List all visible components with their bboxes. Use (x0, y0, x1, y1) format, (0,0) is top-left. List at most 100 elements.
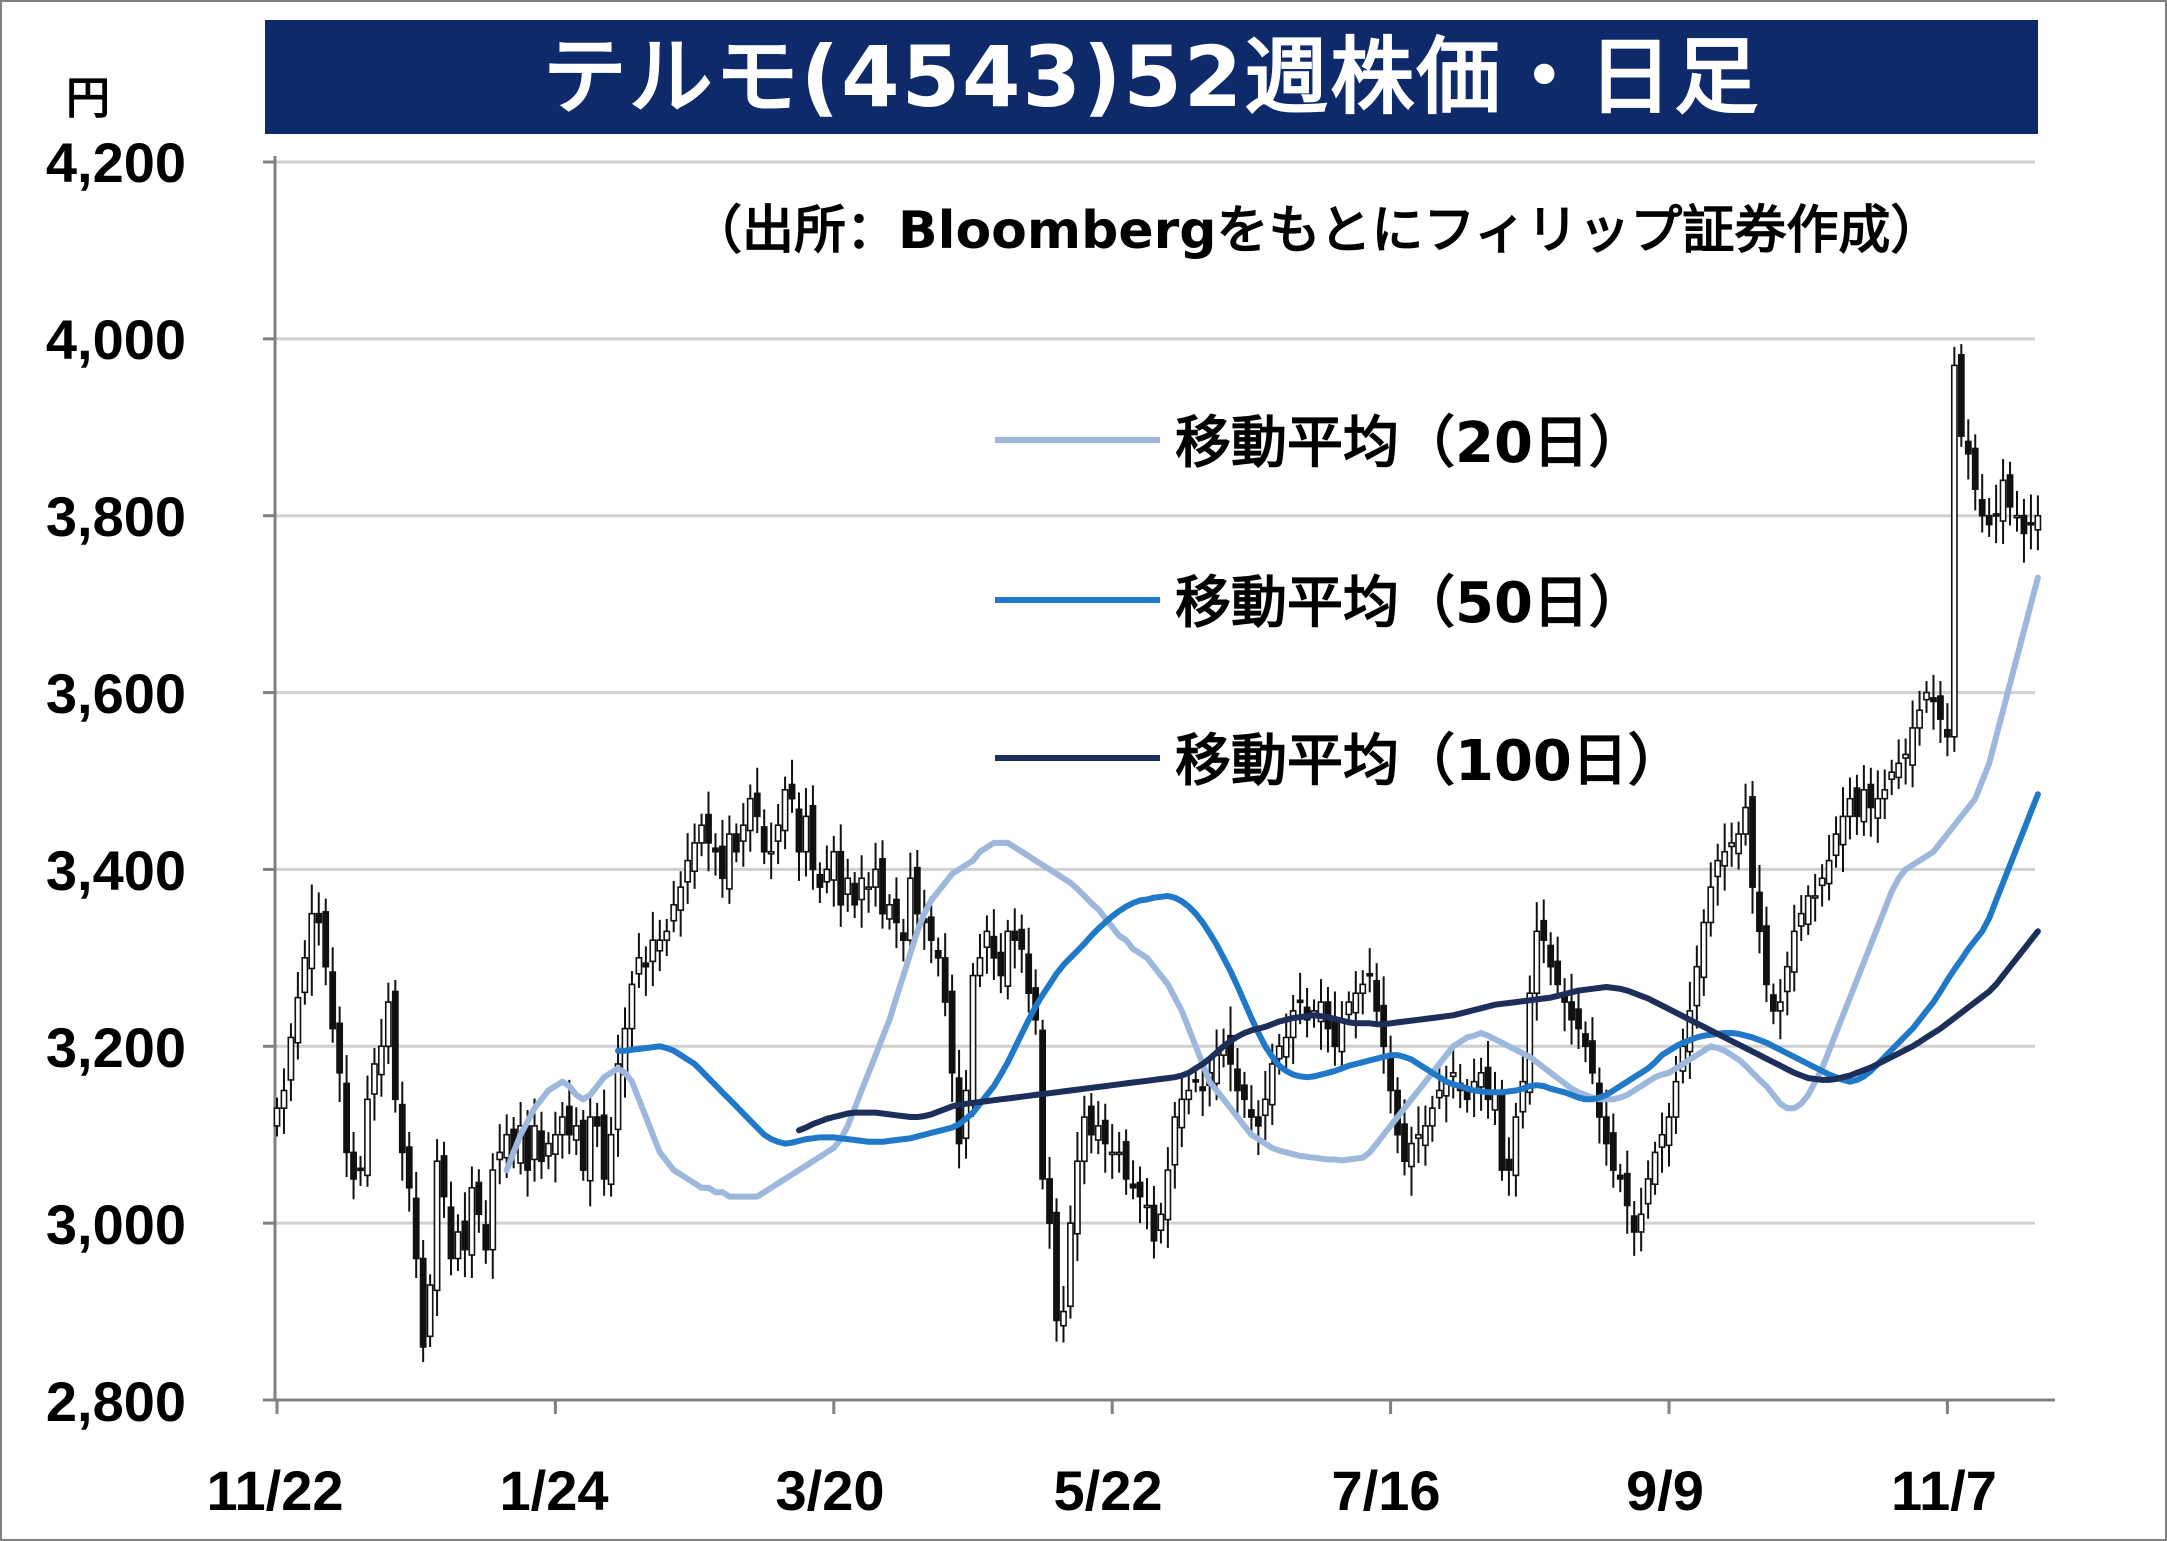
y-tick-label: 3,600 (45, 662, 186, 725)
y-tick-label: 3,400 (45, 839, 186, 902)
candle-body (1999, 479, 2007, 522)
candle-body (1484, 1066, 1492, 1101)
candle-body (1616, 1174, 1624, 1180)
candle-body (1888, 771, 1896, 781)
candle-body (1498, 1089, 1506, 1171)
candle-body (739, 824, 747, 842)
candle-body (1268, 1063, 1276, 1106)
candle-body (1505, 1158, 1513, 1171)
candle-body (1422, 1125, 1429, 1147)
candle-body (1672, 1080, 1680, 1118)
x-tick-label: 7/16 (1331, 1459, 1441, 1522)
chart-title: テルモ(4543)52週株価・日足 (542, 28, 1761, 126)
candle-body (294, 996, 302, 1044)
candle-body (1129, 1183, 1137, 1189)
candle-body (1867, 783, 1875, 809)
candle-body (336, 1022, 344, 1074)
candle-body (572, 1125, 580, 1141)
candle-body (1651, 1151, 1659, 1186)
candle-body (496, 1151, 504, 1161)
candle-body (607, 1133, 615, 1186)
legend-swatch-ma20 (995, 437, 1160, 443)
candle-body (1352, 992, 1360, 1014)
candle-body (1665, 1116, 1673, 1147)
candle-body (746, 797, 754, 832)
candle-body (1261, 1098, 1269, 1117)
candle-body (315, 912, 323, 924)
candle-body (1630, 1215, 1638, 1233)
source-note: （出所：Bloombergをもとにフィリップ証券作成） (690, 201, 1943, 261)
candle-body (1387, 1056, 1394, 1092)
candle-body (906, 877, 914, 941)
candle-body (642, 962, 650, 968)
candle-body (913, 866, 921, 915)
candle-body (1359, 983, 1367, 995)
candle-body (1693, 965, 1701, 1007)
candle-body (823, 868, 831, 883)
candle-body (760, 826, 768, 853)
candle-body (1199, 1086, 1207, 1092)
candle-body (1957, 353, 1965, 437)
candle-body (545, 1142, 552, 1157)
candle-body (1289, 1010, 1297, 1039)
candle-body (684, 859, 692, 883)
candle-body (788, 783, 796, 800)
candle-body (1060, 1310, 1067, 1327)
candle-body (893, 898, 900, 924)
candle-body (357, 1167, 364, 1172)
candle-body (712, 847, 719, 853)
x-tick-label: 1/24 (499, 1459, 609, 1522)
candle-body (1832, 833, 1840, 857)
candle-body (2027, 521, 2035, 526)
candle-body (1115, 1151, 1123, 1156)
candle-body (781, 789, 789, 832)
candle-body (1408, 1142, 1415, 1168)
candle-body (997, 951, 1005, 977)
candle-body (531, 1125, 538, 1161)
candle-body (1923, 691, 1930, 701)
candle-body (1053, 1211, 1060, 1322)
candle-body (663, 930, 671, 941)
candle-body (934, 949, 942, 959)
candle-body (551, 1133, 559, 1155)
x-tick-label: 11/7 (1891, 1459, 1997, 1522)
candle-body (1366, 972, 1374, 977)
candle-body (1241, 1084, 1248, 1101)
x-tick-label: 3/20 (775, 1459, 885, 1522)
candle-body (1526, 992, 1534, 1094)
candle-body (649, 939, 657, 963)
candle-body (837, 850, 845, 906)
candle-body (899, 932, 907, 941)
legend-label-ma20: 移動平均（20日） (1175, 411, 1645, 476)
candle-body (1804, 895, 1812, 926)
y-unit-label: 円 (66, 73, 110, 124)
candle-body (377, 1045, 385, 1076)
candle-body (1839, 815, 1847, 846)
candle-body (1776, 1001, 1784, 1012)
candle-body (524, 1125, 531, 1171)
candle-body (1512, 1116, 1520, 1177)
candle-body (1101, 1119, 1109, 1145)
candle-body (1575, 1008, 1582, 1030)
candle-body (948, 990, 956, 1074)
candle-body (1143, 1204, 1151, 1209)
candle-body (1679, 1045, 1687, 1072)
candle-body (670, 903, 678, 922)
y-tick-label: 4,000 (45, 308, 186, 371)
candle-body (1881, 789, 1889, 800)
candle-body (1074, 1160, 1081, 1235)
candle-body (886, 903, 893, 920)
candle-body (538, 1130, 545, 1163)
candle-body (865, 886, 872, 890)
candle-body (969, 974, 977, 1102)
candle-body (600, 1114, 608, 1180)
candle-body (1428, 1107, 1436, 1127)
candle-body (1275, 1045, 1283, 1060)
candle-body (1992, 513, 2000, 517)
candle-body (1136, 1181, 1144, 1198)
candle-body (593, 1116, 601, 1127)
candle-body (482, 1224, 490, 1251)
candle-body (1178, 1098, 1186, 1129)
candle-body (1025, 953, 1033, 995)
candle-body (698, 824, 705, 844)
